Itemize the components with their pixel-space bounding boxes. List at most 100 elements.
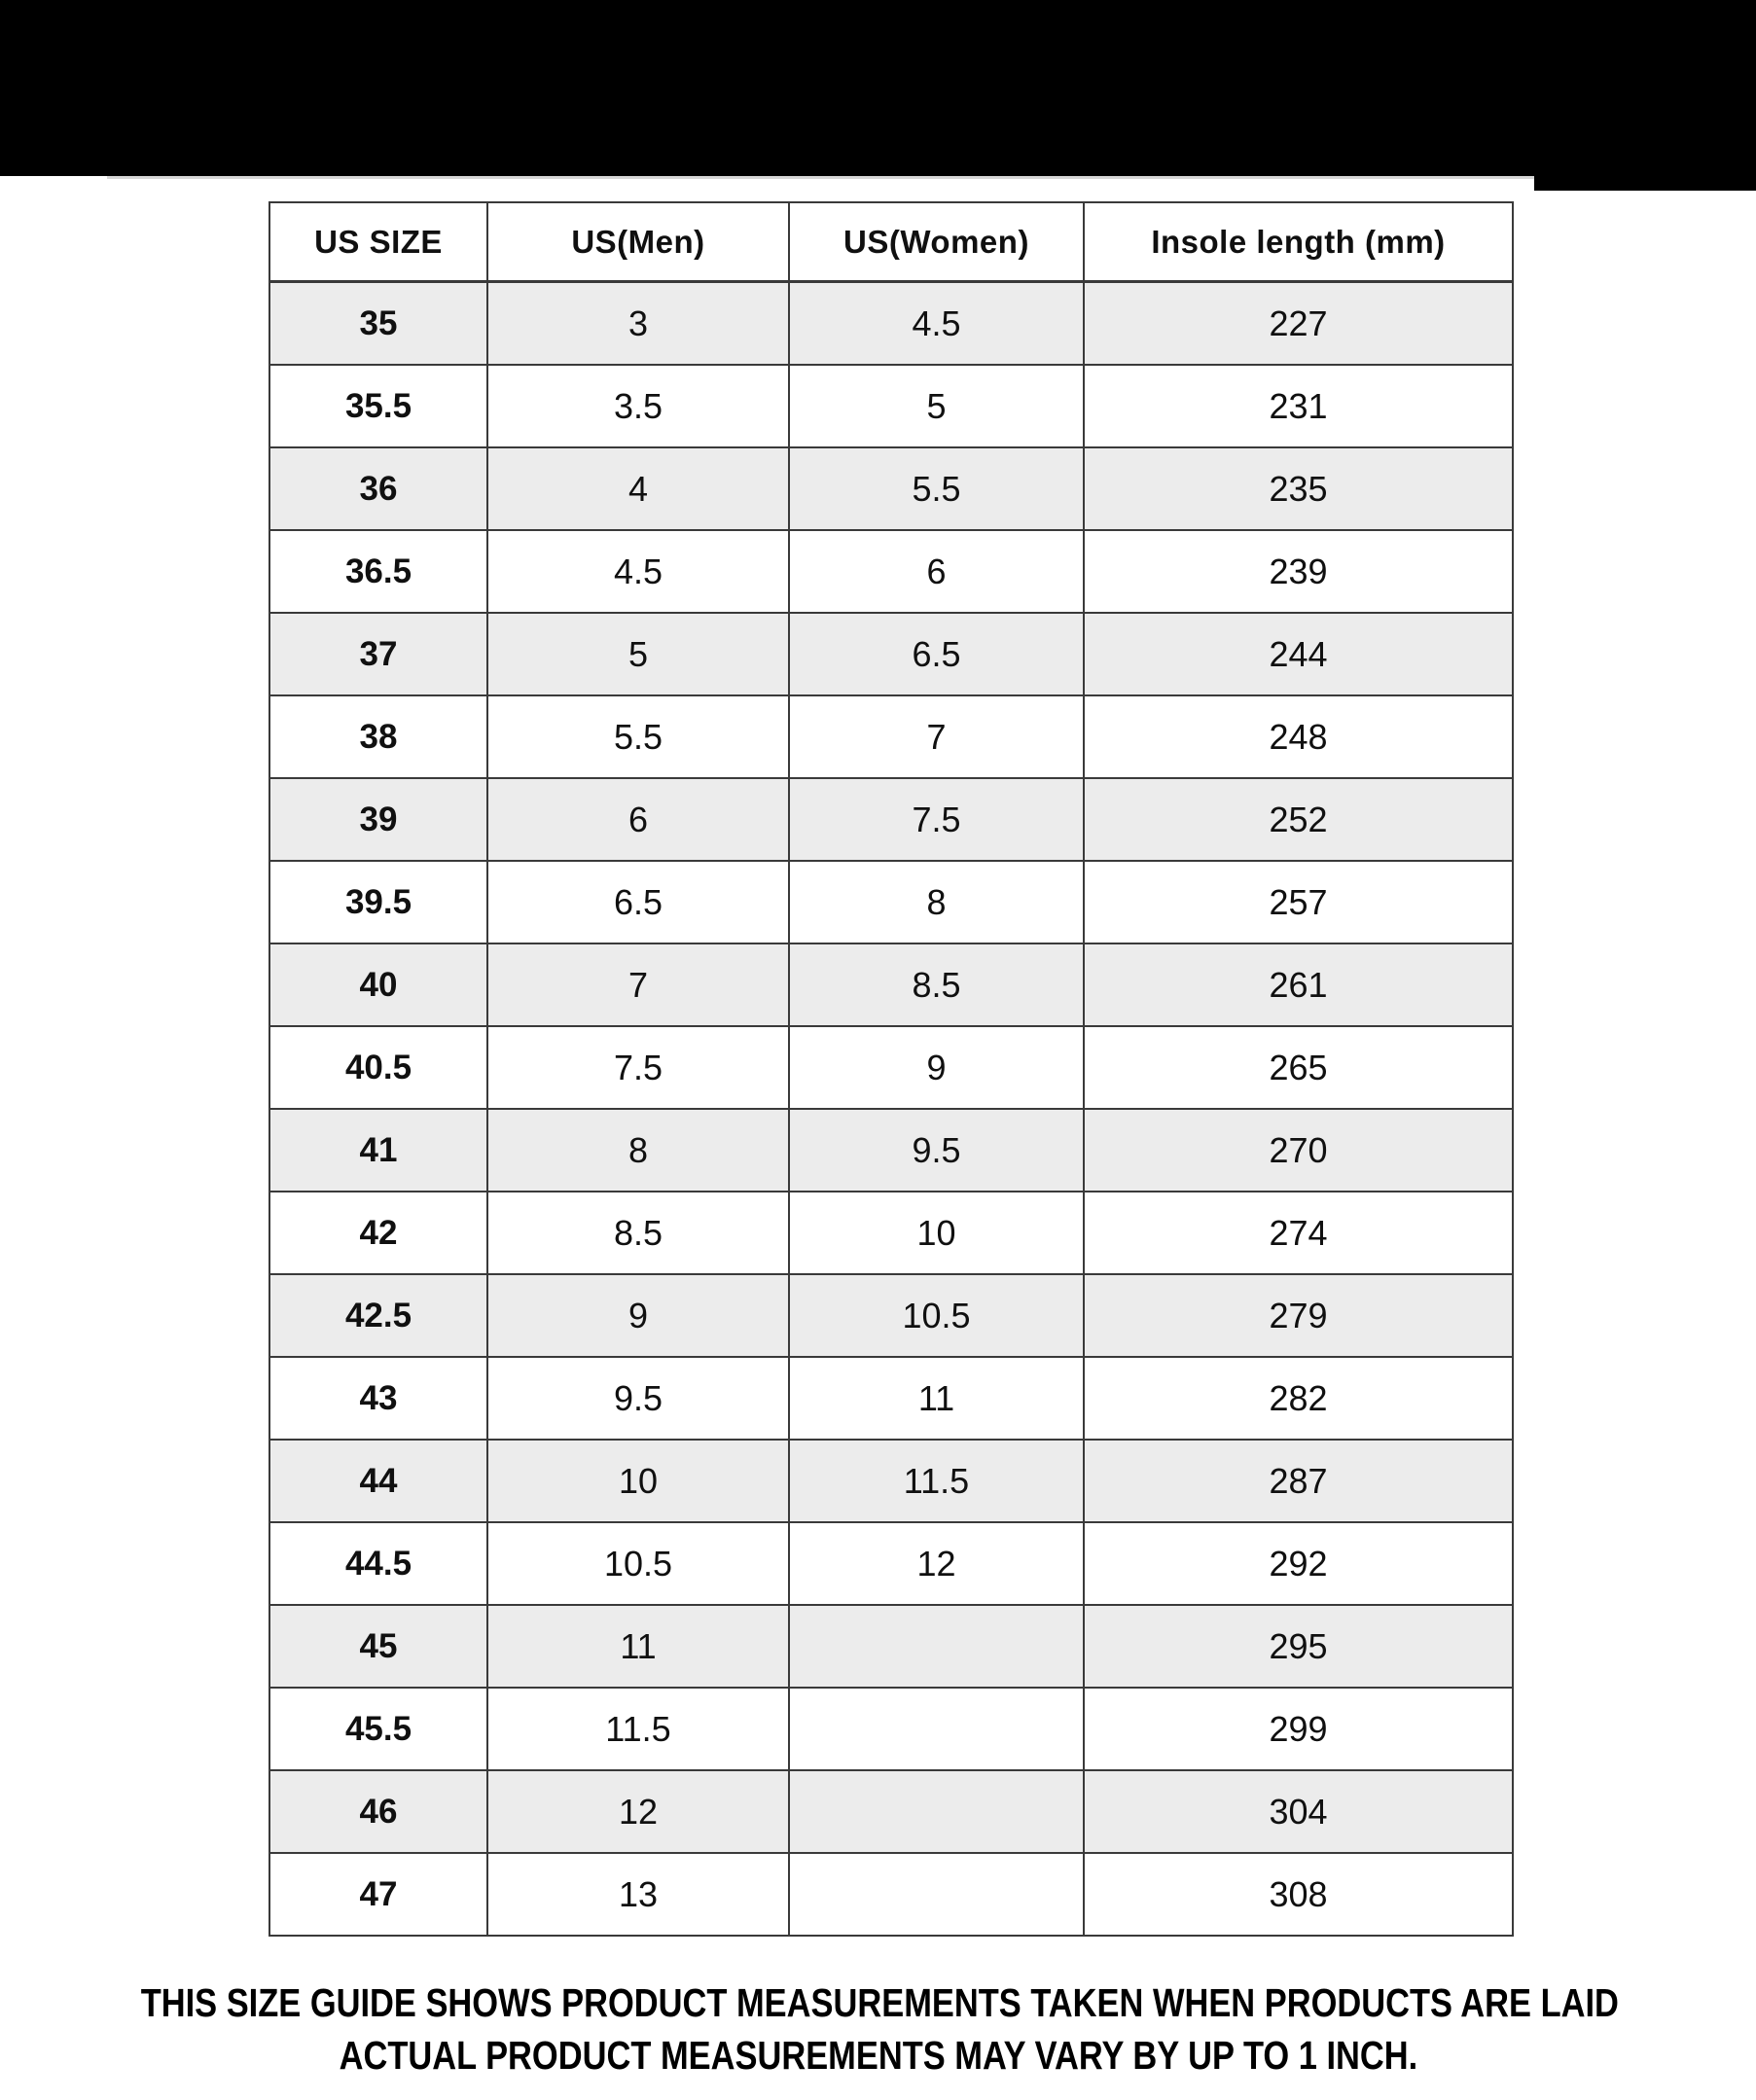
table-row: 36.5 4.5 6 239: [269, 529, 1514, 614]
disclaimer-line-2-text: ACTUAL PRODUCT MEASUREMENTS MAY VARY BY …: [339, 2033, 1417, 2078]
column-header-1: US(Men): [486, 201, 790, 283]
cell: 9: [486, 1273, 790, 1358]
cell: [788, 1769, 1085, 1854]
table-row: 39 6 7.5 252: [269, 777, 1514, 862]
cell: 9: [788, 1025, 1085, 1110]
disclaimer-line-2: ACTUAL PRODUCT MEASUREMENTS MAY VARY BY …: [0, 2029, 1756, 2082]
cell: 279: [1083, 1273, 1514, 1358]
table-row: 45 11 295: [269, 1604, 1514, 1689]
cell: 35: [269, 280, 488, 366]
cell: 261: [1083, 943, 1514, 1027]
cell: 5.5: [788, 446, 1085, 531]
table-row: 35 3 4.5 227: [269, 280, 1514, 366]
cell: 244: [1083, 612, 1514, 696]
cell: 11.5: [486, 1687, 790, 1771]
cell: 46: [269, 1769, 488, 1854]
table-row: 47 13 308: [269, 1852, 1514, 1937]
cell: 43: [269, 1356, 488, 1441]
disclaimer-line-1: THIS SIZE GUIDE SHOWS PRODUCT MEASUREMEN…: [0, 1976, 1756, 2029]
cell: 44: [269, 1439, 488, 1523]
cell: 239: [1083, 529, 1514, 614]
cell: 292: [1083, 1521, 1514, 1606]
cell: 295: [1083, 1604, 1514, 1689]
cell: 11.5: [788, 1439, 1085, 1523]
cell: 39: [269, 777, 488, 862]
table-row: 37 5 6.5 244: [269, 612, 1514, 696]
cell: 6.5: [788, 612, 1085, 696]
cell: 4: [486, 446, 790, 531]
cell: 42: [269, 1191, 488, 1275]
cell: 5: [788, 364, 1085, 448]
column-header-3: Insole length (mm): [1083, 201, 1514, 283]
cell: 4.5: [788, 280, 1085, 366]
cell: 9.5: [788, 1108, 1085, 1192]
cell: 304: [1083, 1769, 1514, 1854]
column-header-0: US SIZE: [269, 201, 488, 283]
cell: 45: [269, 1604, 488, 1689]
table-row: 40 7 8.5 261: [269, 943, 1514, 1027]
cell: 270: [1083, 1108, 1514, 1192]
table-row: 40.5 7.5 9 265: [269, 1025, 1514, 1110]
table-row: 36 4 5.5 235: [269, 446, 1514, 531]
cell: 44.5: [269, 1521, 488, 1606]
cell: 40.5: [269, 1025, 488, 1110]
cell: 10.5: [788, 1273, 1085, 1358]
cell: 4.5: [486, 529, 790, 614]
cell: 257: [1083, 860, 1514, 944]
disclaimer-text: THIS SIZE GUIDE SHOWS PRODUCT MEASUREMEN…: [0, 1976, 1756, 2082]
cell: 235: [1083, 446, 1514, 531]
cell: 11: [788, 1356, 1085, 1441]
cell: 7.5: [788, 777, 1085, 862]
disclaimer-line-1-text: THIS SIZE GUIDE SHOWS PRODUCT MEASUREMEN…: [140, 1980, 1619, 2025]
cell: 231: [1083, 364, 1514, 448]
cell: 40: [269, 943, 488, 1027]
cell: 308: [1083, 1852, 1514, 1937]
top-black-banner-right-edge: [1534, 0, 1756, 191]
cell: 13: [486, 1852, 790, 1937]
cell: 227: [1083, 280, 1514, 366]
cell: 287: [1083, 1439, 1514, 1523]
cell: 274: [1083, 1191, 1514, 1275]
cell: 8.5: [486, 1191, 790, 1275]
column-header-2: US(Women): [788, 201, 1085, 283]
cell: 11: [486, 1604, 790, 1689]
table-row: 41 8 9.5 270: [269, 1108, 1514, 1192]
table-row: 39.5 6.5 8 257: [269, 860, 1514, 944]
cell: 3: [486, 280, 790, 366]
cell: 6: [788, 529, 1085, 614]
table-row: 46 12 304: [269, 1769, 1514, 1854]
cell: 8: [788, 860, 1085, 944]
cell: 3.5: [486, 364, 790, 448]
size-chart-table: US SIZE US(Men) US(Women) Insole length (mm…: [269, 201, 1514, 1937]
cell: 6: [486, 777, 790, 862]
cell: 36: [269, 446, 488, 531]
table-row: 44.5 10.5 12 292: [269, 1521, 1514, 1606]
cell: 39.5: [269, 860, 488, 944]
cell: 10: [486, 1439, 790, 1523]
cell: 37: [269, 612, 488, 696]
cell: 7: [486, 943, 790, 1027]
table-row: 35.5 3.5 5 231: [269, 364, 1514, 448]
table-row: 45.5 11.5 299: [269, 1687, 1514, 1771]
cell: 42.5: [269, 1273, 488, 1358]
cell: 9.5: [486, 1356, 790, 1441]
cell: 7: [788, 694, 1085, 779]
cell: 299: [1083, 1687, 1514, 1771]
cell: [788, 1687, 1085, 1771]
cell: 47: [269, 1852, 488, 1937]
table-row: 38 5.5 7 248: [269, 694, 1514, 779]
table-header-row: US SIZE US(Men) US(Women) Insole length (mm…: [269, 201, 1514, 283]
table-row: 42.5 9 10.5 279: [269, 1273, 1514, 1358]
cell: 8.5: [788, 943, 1085, 1027]
table-row: 42 8.5 10 274: [269, 1191, 1514, 1275]
cell: 8: [486, 1108, 790, 1192]
cell: 10.5: [486, 1521, 790, 1606]
cell: 6.5: [486, 860, 790, 944]
cell: 36.5: [269, 529, 488, 614]
cell: 7.5: [486, 1025, 790, 1110]
cell: 5.5: [486, 694, 790, 779]
top-black-banner: [0, 0, 1756, 176]
cell: 41: [269, 1108, 488, 1192]
banner-shadow-line: [107, 176, 1534, 179]
table-row: 44 10 11.5 287: [269, 1439, 1514, 1523]
